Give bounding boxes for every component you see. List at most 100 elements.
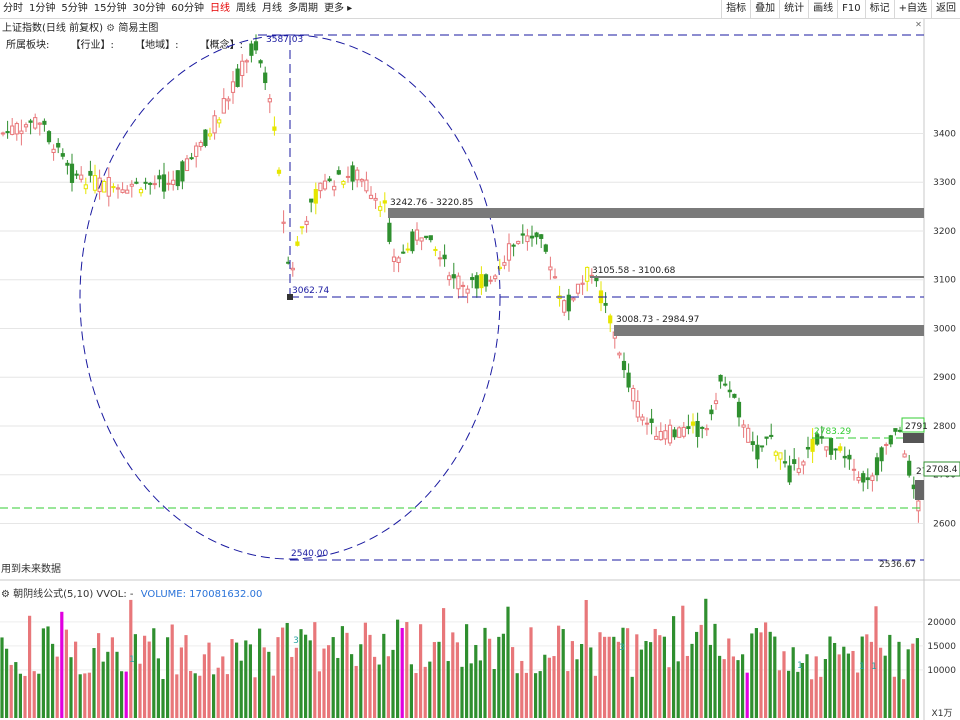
volume-bar: [543, 654, 547, 718]
volume-bar: [166, 637, 170, 718]
tool-button-1[interactable]: 叠加: [750, 0, 779, 18]
sector-concept[interactable]: 【概念】:: [199, 40, 244, 51]
volume-bar: [469, 663, 473, 718]
tool-button-6[interactable]: +自选: [893, 0, 931, 18]
candle-body: [19, 130, 24, 135]
volume-bar: [520, 660, 524, 718]
close-icon[interactable]: ✕: [915, 20, 922, 29]
volume-bar: [754, 628, 758, 718]
candle-body: [106, 177, 111, 197]
volume-bar: [41, 628, 45, 718]
period-tab-8[interactable]: 月线: [261, 3, 282, 14]
candle-body: [470, 277, 475, 281]
indicator-icon[interactable]: ⚙: [1, 589, 10, 600]
sector-row: 所属板块: 【行业】: 【地域】: 【概念】:: [6, 36, 261, 51]
candle-body: [677, 427, 682, 438]
volume-bar: [773, 636, 777, 718]
candle-body: [525, 235, 530, 243]
volume-bar: [336, 657, 340, 718]
resistance-zone: [388, 208, 924, 218]
period-tab-0[interactable]: 分时: [3, 3, 23, 14]
volume-bar: [589, 647, 593, 718]
period-tab-9[interactable]: 多周期: [287, 3, 318, 14]
candle-body: [479, 274, 484, 289]
price-tick-label: 2900: [933, 373, 956, 383]
candle-body: [318, 182, 323, 192]
period-tab-2[interactable]: 5分钟: [61, 3, 88, 14]
candle-body: [805, 446, 811, 450]
volume-bar: [156, 658, 160, 718]
candle-body: [571, 297, 576, 301]
volume-bar: [405, 622, 409, 718]
volume-bar: [359, 644, 363, 718]
volume-bar: [386, 656, 390, 718]
candle-body: [405, 248, 410, 251]
volume-bar: [230, 639, 234, 718]
volume-bar: [299, 629, 303, 718]
indicator-vvol: VVOL: -: [96, 589, 134, 600]
tool-button-5[interactable]: 标记: [864, 0, 894, 18]
candle-body: [548, 266, 553, 271]
volume-bar: [800, 662, 804, 718]
candle-body: [566, 294, 571, 312]
period-tab-3[interactable]: 15分钟: [93, 3, 127, 14]
volume-bar: [37, 673, 41, 718]
candle-body: [631, 387, 636, 402]
volume-bar: [644, 640, 648, 718]
volume-marker-label: 3: [293, 636, 299, 646]
volume-bar: [184, 635, 188, 718]
candle-body: [442, 254, 447, 260]
zone-label: 3242.76 - 3220.85: [390, 198, 473, 208]
candle-body: [382, 200, 387, 204]
candle-body: [608, 315, 613, 324]
min-label: 2536.67: [879, 560, 916, 570]
candle-body: [244, 60, 249, 63]
volume-bar: [833, 642, 837, 718]
candle-body: [424, 235, 429, 238]
period-tab-7[interactable]: 周线: [235, 3, 256, 14]
right-small-block: [915, 480, 924, 500]
indicator-name[interactable]: 朝阴线公式(5,10): [13, 589, 94, 600]
volume-bar: [897, 641, 901, 718]
right-small-label: 27: [916, 467, 927, 477]
candle-body: [447, 275, 452, 281]
volume-bar: [304, 634, 308, 718]
period-tab-4[interactable]: 30分钟: [132, 3, 166, 14]
sector-industry[interactable]: 【行业】:: [70, 40, 114, 51]
volume-bar: [768, 631, 772, 718]
volume-bar: [718, 655, 722, 718]
tool-button-0[interactable]: 指标: [721, 0, 750, 18]
period-tab-1[interactable]: 1分钟: [29, 3, 56, 14]
period-tab-5[interactable]: 60分钟: [171, 3, 204, 14]
tool-button-2[interactable]: 统计: [779, 0, 808, 18]
sector-label: 所属板块:: [6, 40, 50, 51]
volume-bar: [782, 651, 786, 718]
tool-button-7[interactable]: 返回: [931, 0, 960, 18]
tool-button-4[interactable]: F10: [837, 0, 864, 18]
volume-bar: [704, 598, 708, 718]
candle-body: [359, 178, 364, 182]
settings-gear-icon[interactable]: ⚙: [106, 23, 116, 34]
volume-bar: [179, 647, 183, 718]
tool-button-3[interactable]: 画线: [808, 0, 837, 18]
volume-bar: [759, 632, 763, 718]
period-tab-6[interactable]: 日线: [209, 3, 230, 14]
volume-bar: [189, 670, 193, 718]
volume-bar: [598, 632, 602, 718]
volume-bar: [101, 661, 105, 718]
candle-body: [736, 401, 742, 418]
candle-body: [787, 465, 792, 483]
candle-body: [345, 175, 351, 178]
candle-body: [460, 284, 466, 287]
volume-bar: [483, 627, 487, 718]
chart-style-label[interactable]: 简易主图: [118, 23, 159, 34]
price-tick-label: 3100: [933, 276, 956, 286]
volume-bar: [285, 622, 289, 718]
candle-body: [14, 123, 19, 135]
candle-body: [709, 409, 714, 415]
sector-region[interactable]: 【地域】:: [135, 40, 179, 51]
volume-bar: [322, 648, 326, 718]
period-tab-10[interactable]: 更多 ▸: [323, 3, 353, 14]
candle-body: [184, 158, 190, 172]
